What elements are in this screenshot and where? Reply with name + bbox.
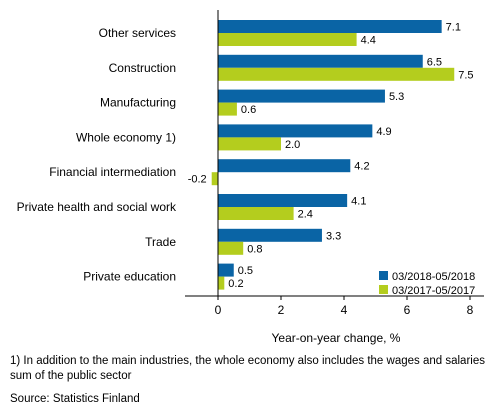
data-label: 4.2	[354, 161, 369, 173]
bar	[218, 124, 373, 138]
x-axis: 0 2 4 6 8	[185, 10, 484, 317]
bar	[218, 276, 225, 290]
category-label: Manufacturing	[100, 96, 176, 110]
data-label: 0.5	[238, 265, 253, 277]
category-label: Whole economy 1)	[76, 130, 176, 144]
data-label: 2.4	[298, 209, 313, 221]
data-label: 0.2	[228, 278, 243, 290]
data-label: 7.5	[458, 69, 473, 81]
value-labels: 7.1 4.4 6.5 7.5 5.3 0.6 4.9 2.0 4.2 -0.2 4.1 2.4 3.3…	[188, 22, 474, 291]
data-label: 5.3	[389, 91, 404, 103]
legend: 03/2018-05/2018 03/2017-05/2017	[379, 271, 475, 297]
footnote: 1) In addition to the main industries, t…	[10, 355, 485, 382]
category-label: Construction	[109, 61, 176, 75]
bar	[211, 172, 218, 186]
x-tick-label: 4	[341, 303, 348, 317]
data-label: 0.8	[247, 243, 262, 255]
bar	[218, 54, 423, 68]
data-label: 0.6	[241, 104, 256, 116]
data-label: 7.1	[446, 22, 461, 34]
bar	[218, 159, 351, 173]
category-label: Private health and social work	[17, 200, 177, 214]
data-label: 4.9	[376, 126, 391, 138]
x-tick-label: 6	[404, 303, 411, 317]
data-label: 4.1	[351, 196, 366, 208]
category-label: Private education	[83, 270, 176, 284]
category-label: Other services	[99, 26, 176, 40]
bar	[218, 263, 234, 277]
source-note: Source: Statistics Finland	[10, 393, 140, 405]
bar-chart: Other services Construction Manufacturing W…	[17, 10, 484, 345]
data-label: 6.5	[427, 56, 442, 68]
bars	[211, 20, 455, 290]
data-label: -0.2	[188, 174, 207, 186]
category-labels: Other services Construction Manufacturing W…	[17, 26, 177, 284]
x-tick-label: 0	[215, 303, 222, 317]
bar	[218, 228, 322, 242]
data-label: 4.4	[361, 35, 376, 47]
x-axis-title: Year-on-year change, %	[272, 331, 401, 345]
data-label: 2.0	[285, 139, 300, 151]
x-tick-label: 2	[278, 303, 285, 317]
legend-swatch	[379, 285, 388, 294]
bar	[218, 194, 348, 207]
bar	[218, 207, 294, 220]
bar	[218, 241, 244, 255]
bar	[218, 20, 442, 33]
legend-label: 03/2017-05/2017	[392, 285, 475, 297]
legend-label: 03/2018-05/2018	[392, 271, 475, 283]
legend-swatch	[379, 271, 388, 280]
bar	[218, 67, 455, 81]
bar	[218, 89, 385, 103]
bar	[218, 102, 237, 116]
bar	[218, 33, 357, 46]
category-label: Trade	[145, 235, 176, 249]
x-tick-label: 8	[467, 303, 474, 317]
category-label: Financial intermediation	[49, 165, 176, 179]
bar	[218, 137, 281, 151]
data-label: 3.3	[326, 230, 341, 242]
